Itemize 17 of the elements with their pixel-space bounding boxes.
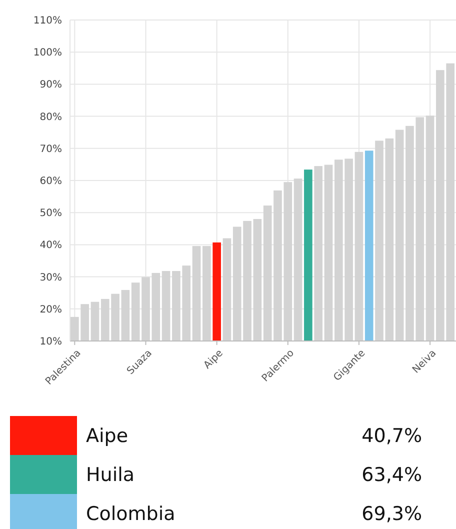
legend-label: Colombia — [86, 503, 176, 526]
legend-label: Huila — [86, 464, 135, 486]
y-tick-label: 70% — [40, 144, 62, 155]
y-tick-label: 20% — [40, 304, 62, 316]
text: 63,4% — [362, 464, 422, 486]
y-tick-label: 100% — [33, 48, 62, 59]
y-tick-label: 80% — [40, 112, 62, 123]
y-tick-label: 30% — [40, 272, 62, 284]
y-tick-label: 40% — [40, 240, 62, 252]
y-tick-label: 50% — [40, 208, 62, 220]
y-tick-label: 10% — [40, 336, 62, 348]
y-tick-label: 60% — [40, 176, 62, 187]
text: 69,3% — [362, 503, 422, 526]
legend-label: Aipe — [86, 425, 128, 448]
text: 40,7% — [362, 425, 422, 448]
y-tick-label: 110% — [33, 16, 62, 26]
y-tick-label: 90% — [40, 80, 62, 91]
